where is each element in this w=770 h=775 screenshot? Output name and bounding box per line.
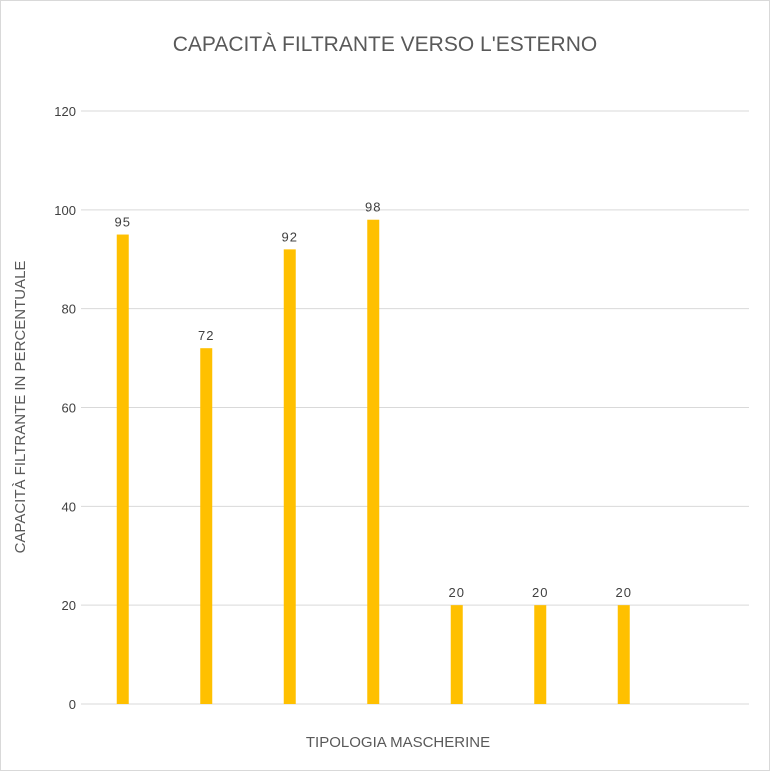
bar — [617, 605, 630, 704]
y-tick-label: 20 — [62, 598, 76, 613]
data-labels: 95 72 92 98 20 20 20 — [115, 200, 632, 600]
y-tick-label: 100 — [54, 203, 76, 218]
bar — [367, 219, 380, 704]
bar — [116, 234, 129, 704]
bar — [283, 249, 296, 704]
y-tick-label: 120 — [54, 104, 76, 119]
bar — [534, 605, 547, 704]
bar — [450, 605, 463, 704]
y-axis-label: CAPACITÀ FILTRANTE IN PERCENTUALE — [12, 261, 29, 554]
gridlines — [81, 110, 749, 705]
y-axis-ticks: 0 20 40 60 80 100 120 — [54, 104, 76, 712]
y-tick-label: 60 — [62, 401, 76, 416]
data-label: 20 — [616, 585, 632, 600]
bars — [116, 219, 630, 704]
data-label: 72 — [198, 328, 214, 343]
data-label: 92 — [282, 229, 298, 244]
y-tick-label: 40 — [62, 499, 76, 514]
data-label: 20 — [449, 585, 465, 600]
bar — [200, 348, 213, 704]
chart-title: CAPACITÀ FILTRANTE VERSO L'ESTERNO — [173, 33, 597, 56]
y-tick-label: 0 — [69, 697, 76, 712]
data-label: 95 — [115, 215, 131, 230]
x-axis-label: TIPOLOGIA MASCHERINE — [306, 734, 490, 751]
y-tick-label: 80 — [62, 302, 76, 317]
data-label: 98 — [365, 200, 381, 215]
data-label: 20 — [532, 585, 548, 600]
